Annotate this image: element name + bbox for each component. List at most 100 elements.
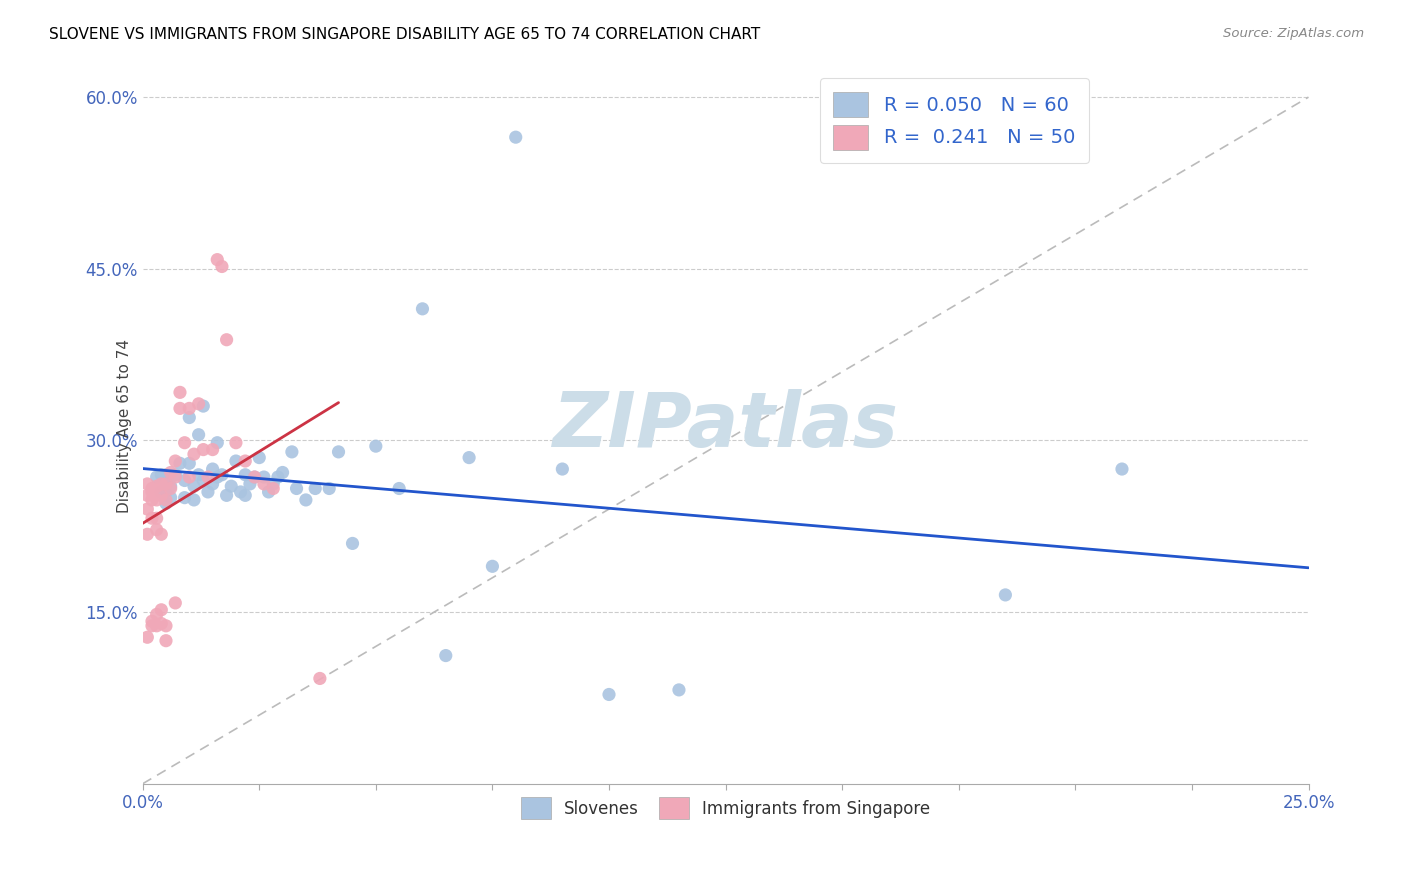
Point	[159, 479, 181, 493]
Point	[150, 603, 173, 617]
Point	[169, 385, 191, 400]
Point	[145, 492, 167, 507]
Point	[155, 633, 177, 648]
Point	[165, 470, 187, 484]
Point	[211, 260, 233, 274]
Point	[318, 482, 340, 496]
Point	[262, 482, 284, 496]
Point	[411, 301, 433, 316]
Point	[159, 491, 181, 505]
Point	[201, 462, 224, 476]
Point	[342, 536, 364, 550]
Point	[197, 470, 219, 484]
Point	[183, 479, 205, 493]
Point	[505, 130, 527, 145]
Point	[187, 397, 209, 411]
Point	[145, 479, 167, 493]
Point	[179, 470, 201, 484]
Point	[179, 456, 201, 470]
Point	[183, 447, 205, 461]
Point	[141, 492, 163, 507]
Point	[309, 672, 332, 686]
Point	[207, 252, 229, 267]
Point	[145, 511, 167, 525]
Point	[295, 492, 318, 507]
Point	[145, 523, 167, 537]
Point	[141, 614, 163, 628]
Point	[201, 442, 224, 457]
Point	[187, 467, 209, 482]
Point	[187, 427, 209, 442]
Text: SLOVENE VS IMMIGRANTS FROM SINGAPORE DISABILITY AGE 65 TO 74 CORRELATION CHART: SLOVENE VS IMMIGRANTS FROM SINGAPORE DIS…	[49, 27, 761, 42]
Point	[1111, 462, 1133, 476]
Point	[233, 454, 256, 468]
Point	[136, 502, 159, 516]
Point	[193, 442, 215, 457]
Point	[169, 401, 191, 416]
Point	[267, 470, 290, 484]
Point	[155, 484, 177, 499]
Point	[165, 596, 187, 610]
Point	[281, 445, 304, 459]
Point	[225, 435, 247, 450]
Point	[434, 648, 457, 663]
Point	[150, 527, 173, 541]
Point	[150, 477, 173, 491]
Point	[136, 630, 159, 644]
Point	[229, 484, 252, 499]
Point	[304, 482, 326, 496]
Point	[328, 445, 350, 459]
Point	[233, 467, 256, 482]
Point	[219, 479, 242, 493]
Point	[243, 470, 266, 484]
Point	[239, 477, 262, 491]
Point	[155, 477, 177, 491]
Point	[253, 477, 276, 491]
Point	[141, 482, 163, 496]
Point	[225, 454, 247, 468]
Point	[150, 616, 173, 631]
Point	[159, 482, 181, 496]
Point	[155, 492, 177, 507]
Point	[169, 456, 191, 470]
Point	[155, 474, 177, 488]
Point	[145, 607, 167, 622]
Point	[285, 482, 308, 496]
Point	[207, 435, 229, 450]
Point	[136, 527, 159, 541]
Point	[173, 435, 195, 450]
Point	[668, 682, 690, 697]
Point	[150, 467, 173, 482]
Y-axis label: Disability Age 65 to 74: Disability Age 65 to 74	[117, 339, 132, 513]
Point	[141, 619, 163, 633]
Legend: Slovenes, Immigrants from Singapore: Slovenes, Immigrants from Singapore	[515, 790, 936, 825]
Point	[150, 484, 173, 499]
Point	[271, 466, 294, 480]
Point	[211, 467, 233, 482]
Point	[551, 462, 574, 476]
Point	[207, 470, 229, 484]
Point	[247, 450, 270, 465]
Point	[598, 688, 620, 702]
Point	[165, 467, 187, 482]
Point	[481, 559, 503, 574]
Point	[159, 466, 181, 480]
Point	[141, 484, 163, 499]
Point	[179, 410, 201, 425]
Point	[201, 477, 224, 491]
Point	[173, 474, 195, 488]
Point	[388, 482, 411, 496]
Point	[141, 511, 163, 525]
Point	[262, 477, 284, 491]
Point	[364, 439, 387, 453]
Point	[458, 450, 481, 465]
Point	[150, 488, 173, 502]
Point	[173, 491, 195, 505]
Point	[243, 470, 266, 484]
Point	[155, 467, 177, 482]
Text: ZIPatlas: ZIPatlas	[553, 389, 898, 463]
Point	[257, 484, 280, 499]
Point	[145, 470, 167, 484]
Point	[179, 401, 201, 416]
Text: Source: ZipAtlas.com: Source: ZipAtlas.com	[1223, 27, 1364, 40]
